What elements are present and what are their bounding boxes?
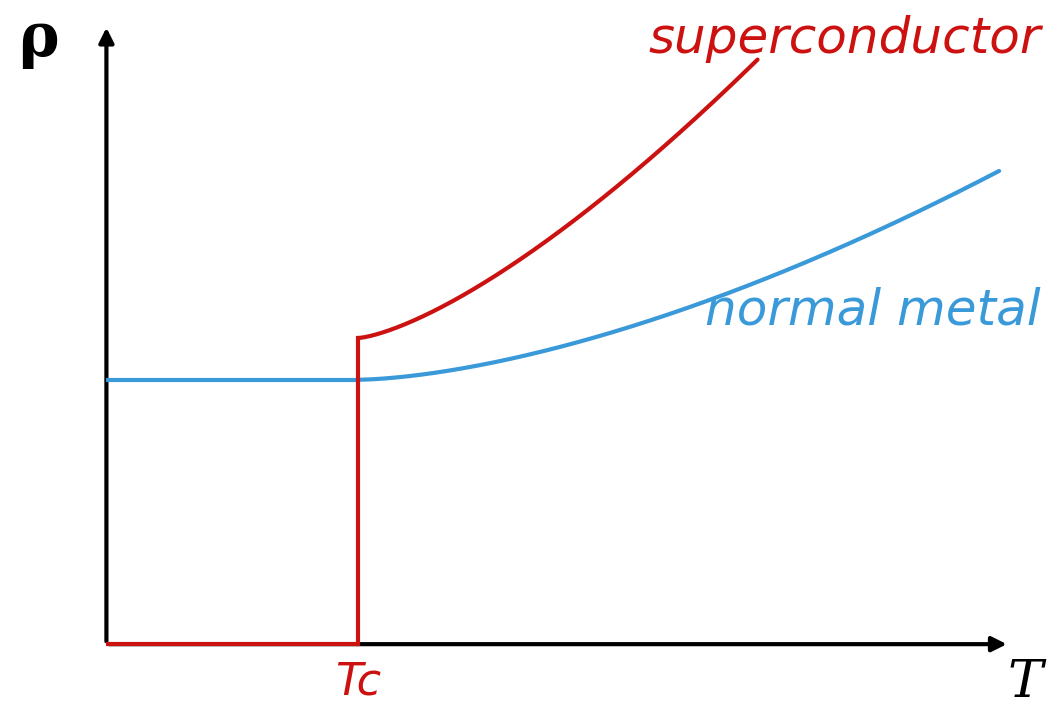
- Text: ρ: ρ: [18, 9, 59, 68]
- Text: T: T: [1008, 657, 1042, 708]
- Text: normal metal: normal metal: [706, 286, 1041, 334]
- Text: superconductor: superconductor: [649, 15, 1041, 63]
- Text: Tc: Tc: [336, 661, 381, 704]
